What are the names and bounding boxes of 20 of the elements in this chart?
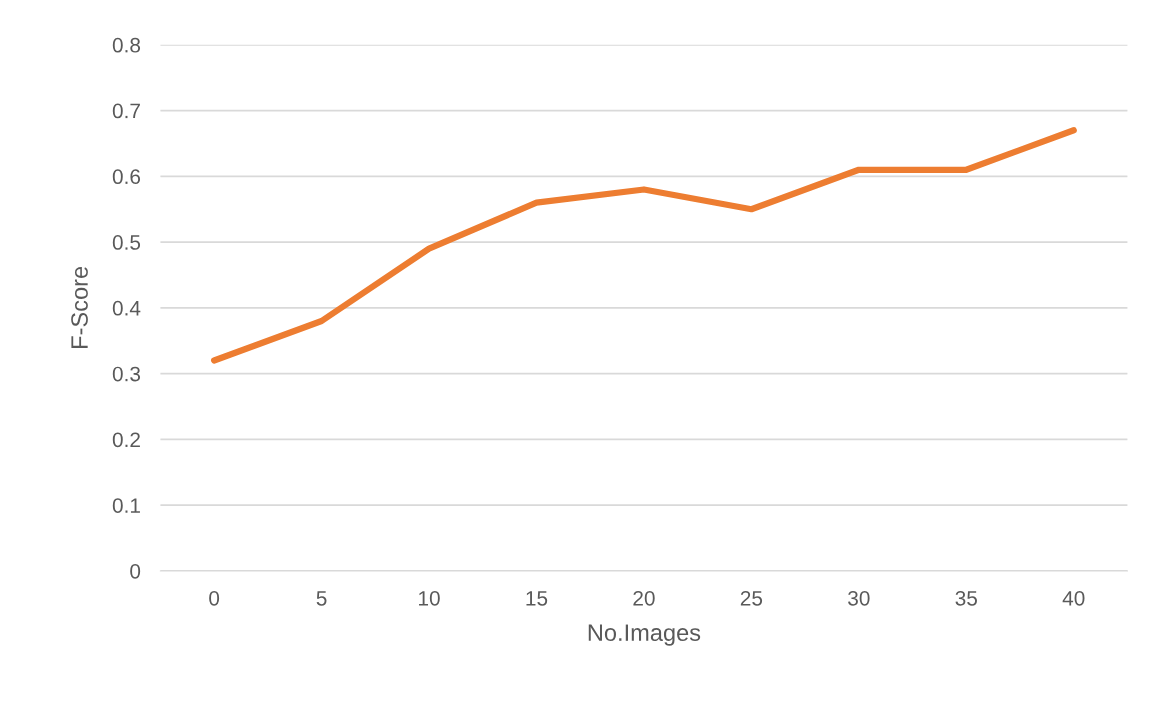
y-tick-label: 0.1	[112, 498, 140, 513]
y-tick-label: 0.8	[112, 37, 141, 53]
x-tick-label: 5	[316, 591, 327, 606]
y-tick-label: 0.7	[112, 103, 140, 119]
x-tick-label: 35	[955, 590, 977, 606]
x-tick-label: 20	[633, 590, 655, 606]
y-axis-title: F-Score	[71, 266, 88, 348]
x-tick-label: 15	[526, 591, 548, 606]
y-tick-label: 0.4	[112, 300, 141, 316]
y-tick-label: 0.2	[112, 432, 140, 448]
x-tick-label: 30	[848, 590, 870, 606]
x-tick-label: 40	[1062, 590, 1085, 606]
y-tick-label: 0	[130, 563, 141, 579]
y-tick-label: 0.6	[112, 169, 141, 185]
x-tick-label: 25	[740, 590, 763, 606]
y-tick-label: 0.5	[112, 235, 141, 250]
x-tick-label: 10	[419, 590, 440, 606]
y-tick-label: 0.3	[112, 366, 141, 382]
x-tick-label: 0	[209, 590, 220, 606]
x-axis-title: No.Images	[588, 624, 701, 646]
